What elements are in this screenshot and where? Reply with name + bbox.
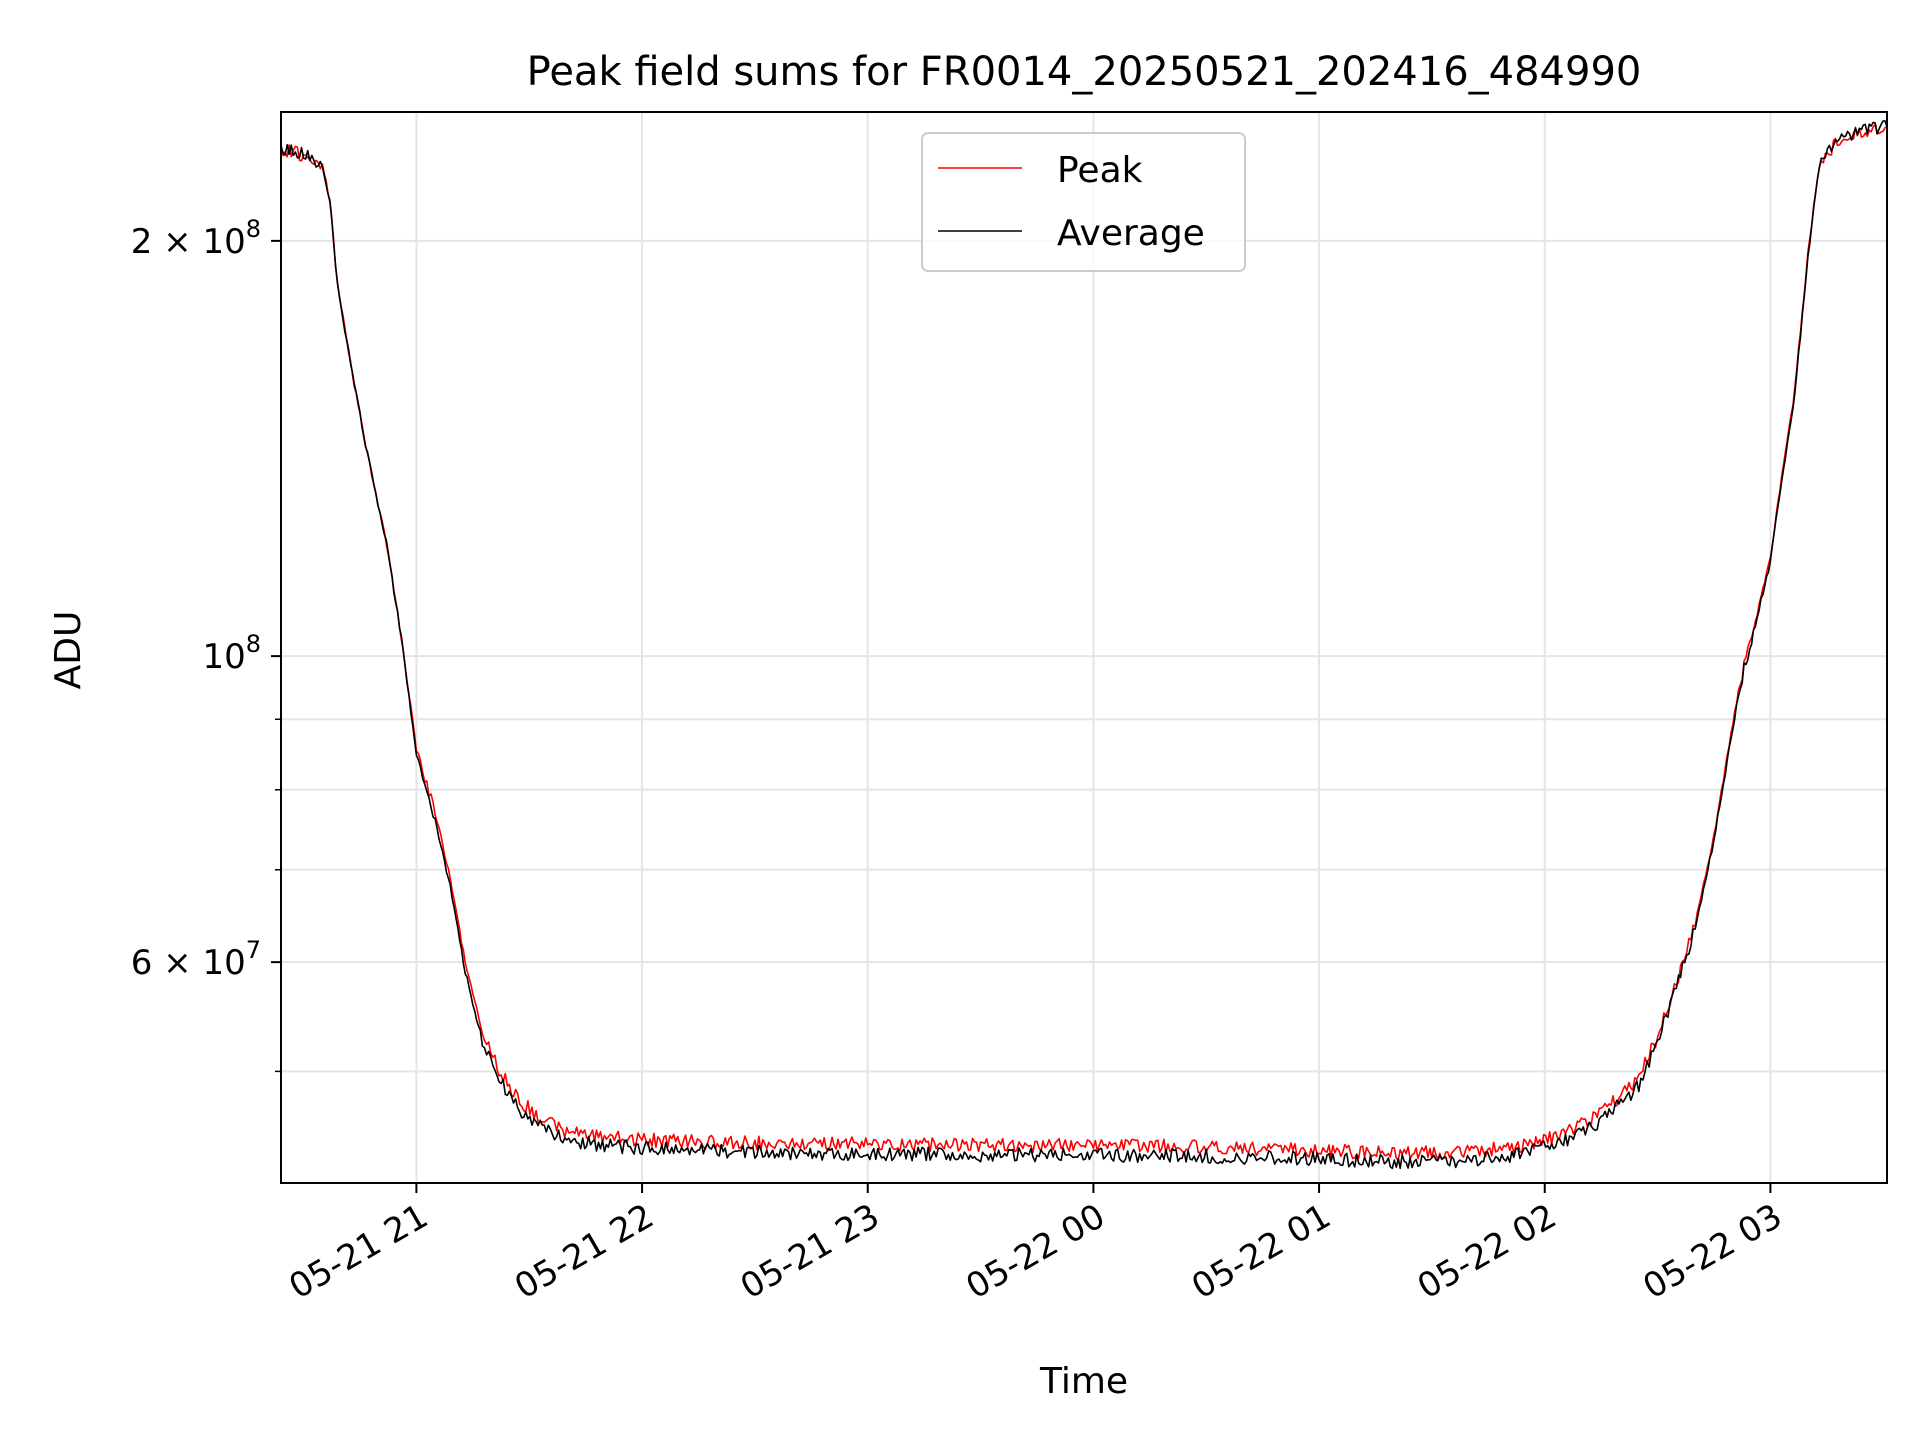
y-tick-label: 6 × 107 xyxy=(131,936,261,983)
plot-frame xyxy=(280,111,1888,1184)
y-tick-label: 2 × 108 xyxy=(131,215,261,262)
y-axis-label: ADU xyxy=(48,611,89,690)
series-line-peak xyxy=(280,123,1888,1161)
x-axis-label: Time xyxy=(1039,1361,1128,1402)
legend: Peak Average xyxy=(921,132,1246,272)
series-line-average xyxy=(280,120,1888,1170)
legend-label-peak: Peak xyxy=(1057,150,1143,191)
legend-label-average: Average xyxy=(1057,213,1205,254)
series-lines xyxy=(280,120,1888,1170)
chart-title: Peak field sums for FR0014_20250521_2024… xyxy=(527,49,1642,95)
grid-lines xyxy=(281,112,1887,1183)
